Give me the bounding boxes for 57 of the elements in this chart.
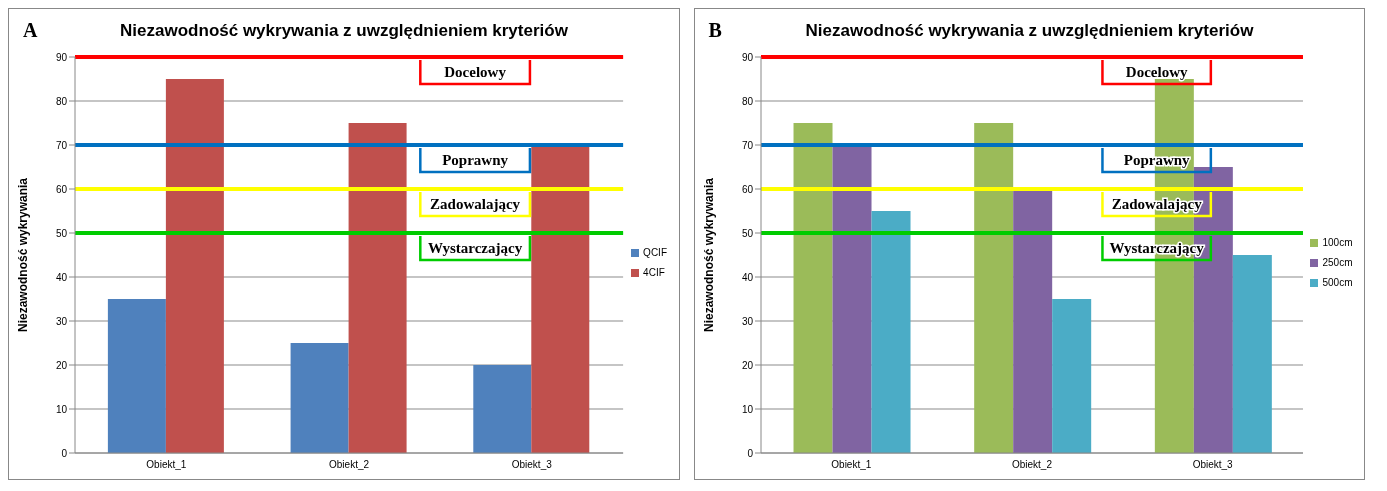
bar — [832, 145, 872, 453]
ref-line-label: Docelowy — [444, 64, 507, 80]
y-tick-label: 0 — [746, 447, 753, 459]
y-tick-label: 40 — [741, 271, 753, 283]
bar — [1232, 255, 1272, 453]
legend-label: 100cm — [1322, 236, 1353, 250]
y-axis-title: Niezawodność wykrywania — [701, 177, 716, 333]
y-tick-label: 70 — [741, 139, 753, 151]
x-tick-label: Obiekt_3 — [1192, 459, 1233, 471]
legend-label: 250cm — [1322, 256, 1353, 270]
y-tick-label: 60 — [55, 183, 68, 195]
y-tick-label: 90 — [741, 51, 753, 63]
x-tick-label: Obiekt_3 — [511, 459, 553, 471]
y-tick-label: 80 — [741, 95, 753, 107]
x-tick-label: Obiekt_1 — [830, 459, 872, 471]
ref-line-label: Poprawny — [442, 152, 509, 168]
bar — [793, 123, 833, 453]
x-tick-label: Obiekt_2 — [329, 459, 370, 471]
y-tick-label: 40 — [55, 271, 68, 283]
y-tick-label: 30 — [55, 315, 68, 327]
bar — [1012, 189, 1052, 453]
ref-line-label: Docelowy — [1125, 64, 1188, 80]
y-tick-label: 20 — [55, 359, 68, 371]
bar — [165, 79, 224, 453]
bar — [531, 145, 590, 453]
ref-line-label: Zadowalający — [1111, 196, 1202, 212]
ref-line-label: Wystarczający — [1109, 240, 1204, 256]
legend-label: QCIF — [643, 246, 667, 260]
chart-title: Niezawodność wykrywania z uwzględnieniem kryteriów — [805, 21, 1254, 40]
bar — [348, 123, 407, 453]
y-tick-label: 80 — [55, 95, 68, 107]
text: A — [23, 19, 38, 42]
legend-label: 500cm — [1322, 276, 1353, 290]
y-tick-label: 50 — [741, 227, 753, 239]
text: B — [708, 19, 722, 42]
bar — [107, 299, 166, 453]
bar — [473, 365, 532, 453]
x-tick-label: Obiekt_2 — [1011, 459, 1052, 471]
bar — [871, 211, 911, 453]
y-tick-label: 10 — [55, 403, 68, 415]
y-tick-label: 90 — [55, 51, 68, 63]
y-tick-label: 0 — [61, 447, 68, 459]
bar — [290, 343, 349, 453]
y-tick-label: 70 — [55, 139, 68, 151]
y-tick-label: 10 — [741, 403, 753, 415]
ref-line-label: Wystarczający — [428, 240, 523, 256]
y-tick-label: 20 — [741, 359, 753, 371]
chart-title: Niezawodność wykrywania z uwzględnieniem kryteriów — [120, 21, 568, 40]
bar — [1051, 299, 1091, 453]
y-axis-title: Niezawodność wykrywania — [16, 177, 31, 333]
y-tick-label: 30 — [741, 315, 753, 327]
y-tick-label: 50 — [55, 227, 68, 239]
legend-label: 4CIF — [643, 266, 665, 280]
ref-line-label: Zadowalający — [430, 196, 521, 212]
bar — [973, 123, 1013, 453]
x-tick-label: Obiekt_1 — [146, 459, 187, 471]
y-tick-label: 60 — [741, 183, 753, 195]
